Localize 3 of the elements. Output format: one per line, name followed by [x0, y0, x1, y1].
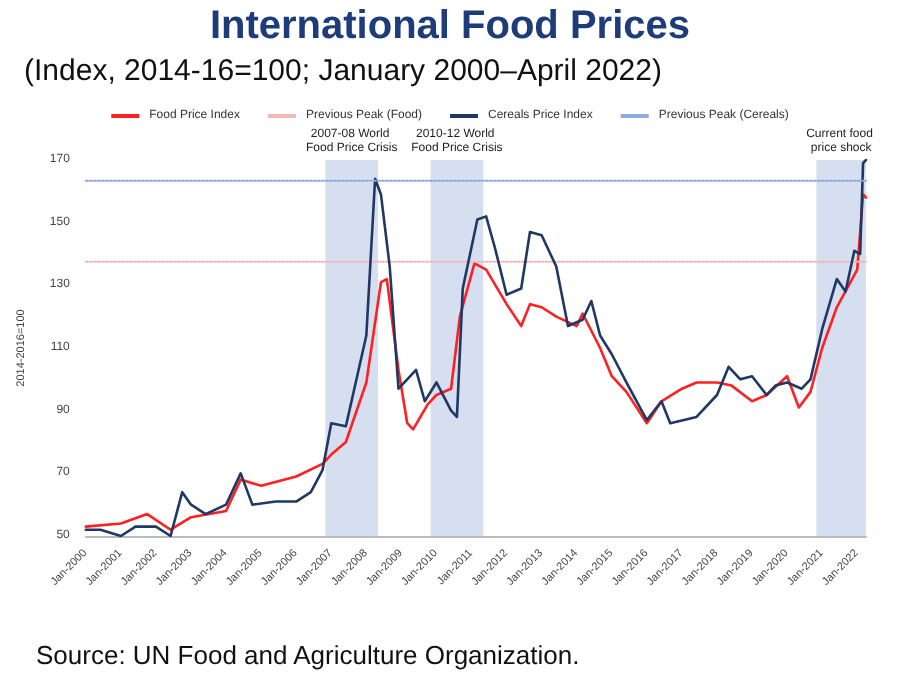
chart-title: International Food Prices	[207, 4, 693, 50]
chart-subtitle: (Index, 2014-16=100; January 2000–April 2022)	[24, 54, 662, 88]
source-note: Source: UN Food and Agriculture Organization.	[36, 640, 580, 670]
